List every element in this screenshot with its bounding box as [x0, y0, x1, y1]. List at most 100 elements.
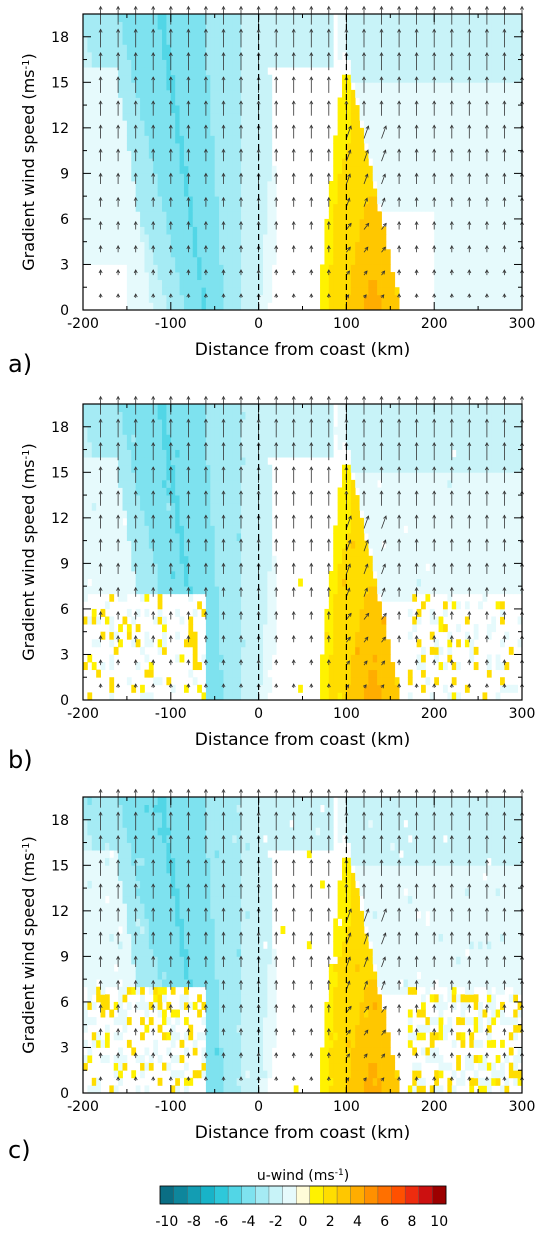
cell: [197, 684, 202, 693]
cell: [153, 143, 159, 152]
cell: [100, 74, 106, 83]
cell: [183, 404, 189, 412]
cell: [359, 135, 365, 144]
cell: [495, 36, 501, 45]
cell: [214, 578, 220, 587]
cell: [183, 143, 189, 152]
cell: [197, 120, 202, 129]
cell: [109, 525, 115, 534]
cell: [456, 196, 461, 205]
cell: [118, 479, 123, 488]
wind-arrowhead: [382, 173, 386, 178]
cell: [223, 646, 229, 655]
cell: [473, 59, 479, 68]
cell: [183, 441, 189, 450]
cell: [118, 578, 123, 587]
cell: [210, 631, 216, 640]
cell: [109, 487, 115, 496]
cell: [469, 173, 475, 182]
cell: [104, 616, 110, 625]
cell: [355, 264, 360, 273]
cell: [205, 419, 211, 428]
cell: [157, 256, 163, 265]
wind-arrowhead: [133, 28, 138, 33]
cell: [381, 302, 387, 311]
cell: [104, 44, 110, 53]
cell: [83, 143, 88, 152]
cell: [372, 218, 378, 227]
cell: [214, 495, 220, 504]
cell: [236, 256, 242, 265]
cell: [227, 173, 233, 182]
cell: [214, 540, 220, 549]
wind-arrowhead: [362, 294, 367, 299]
cell: [197, 127, 202, 136]
cell: [306, 14, 312, 22]
cell: [262, 165, 268, 174]
wind-arrowhead: [432, 124, 437, 129]
cell: [140, 203, 145, 212]
cell: [482, 14, 488, 22]
cell: [87, 502, 93, 511]
cell: [245, 188, 251, 197]
cell: [399, 36, 404, 45]
cell: [91, 479, 97, 488]
cell: [245, 105, 251, 114]
x-tick-label: 300: [509, 316, 536, 332]
cell: [219, 272, 224, 281]
wind-arrowhead: [379, 5, 384, 10]
cell: [91, 487, 97, 496]
cell: [140, 51, 145, 60]
cell: [91, 525, 97, 534]
cell: [460, 180, 466, 189]
cell: [113, 188, 119, 197]
cell: [232, 279, 238, 288]
cell: [96, 586, 101, 595]
x-tick-label: 0: [254, 316, 263, 332]
cell: [254, 264, 259, 273]
cell: [377, 218, 382, 227]
cell: [442, 196, 448, 205]
cell: [306, 21, 312, 30]
wind-arrowhead: [397, 124, 402, 129]
cell: [148, 264, 154, 273]
cell: [258, 97, 264, 106]
cell: [412, 127, 418, 136]
cell: [227, 36, 233, 45]
wind-arrowhead: [168, 245, 173, 250]
cell: [232, 89, 238, 98]
cell: [91, 241, 97, 250]
cell: [179, 143, 185, 152]
cell: [258, 302, 264, 311]
cell: [258, 294, 264, 303]
cell: [162, 82, 167, 91]
cell: [131, 120, 137, 129]
cell: [135, 426, 141, 435]
cell: [372, 59, 378, 68]
cell: [214, 74, 220, 83]
wind-arrowhead: [449, 293, 454, 298]
cell: [381, 234, 387, 243]
cell: [478, 279, 483, 288]
cell: [188, 226, 194, 235]
cell: [162, 188, 167, 197]
cell: [188, 127, 194, 136]
cell: [135, 180, 141, 189]
cell: [429, 74, 435, 83]
cell: [144, 234, 150, 243]
cell: [513, 241, 519, 250]
cell: [126, 677, 132, 686]
cell: [210, 211, 216, 220]
cell: [271, 173, 277, 182]
cell: [144, 135, 150, 144]
cell: [210, 684, 216, 693]
cell: [385, 112, 391, 121]
cell: [192, 662, 198, 671]
cell: [162, 578, 167, 587]
y-tick-label: 12: [51, 121, 69, 137]
cell: [100, 226, 106, 235]
cell: [166, 294, 172, 303]
cell: [464, 188, 470, 197]
cell: [350, 105, 356, 114]
